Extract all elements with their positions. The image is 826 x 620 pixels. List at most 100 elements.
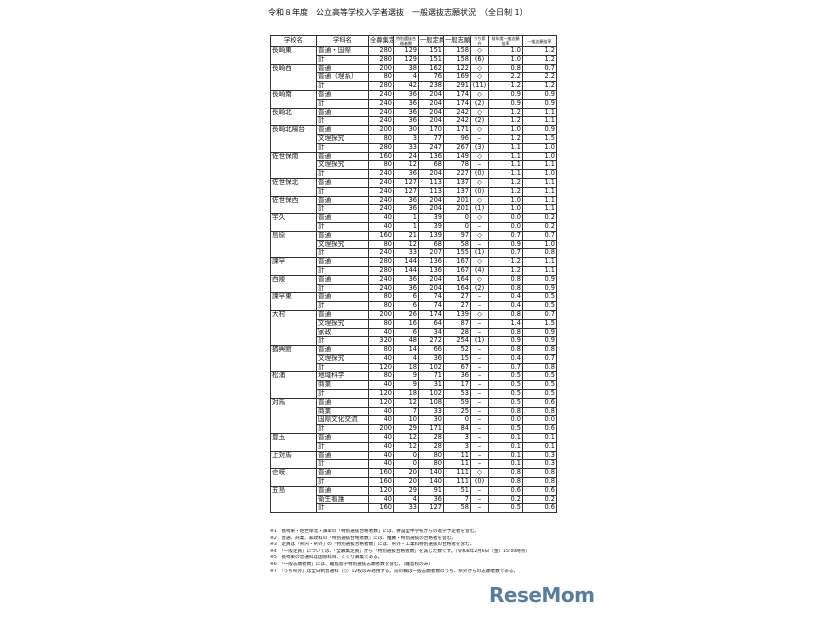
cell: 280: [368, 265, 394, 276]
cell: (3): [470, 142, 489, 153]
cell: 0.8: [488, 468, 523, 479]
cell: 111: [443, 477, 471, 487]
cell: 242: [443, 107, 471, 118]
cell: –: [470, 389, 489, 399]
cell: 0.8: [522, 468, 557, 479]
table-row: 諫早 普通 280 144 136 167 ◇ 1.2 1.1: [270, 257, 557, 276]
footnote: ※3 定員は「県内・県外」の「特別選抜合格者数」には、県外・工業科特別選抜の合格…: [270, 542, 475, 548]
cell: 0.5: [488, 380, 523, 391]
cell: 16: [393, 318, 419, 329]
cell: ◇: [470, 151, 489, 162]
cell: –: [470, 424, 489, 435]
cell: 68: [418, 160, 444, 171]
cell: 0.1: [522, 433, 557, 443]
cell: 240: [368, 169, 394, 179]
school-name: 諫早: [270, 257, 317, 276]
cell: 36: [418, 494, 444, 505]
cell: 1.0: [488, 46, 523, 56]
cell: 120: [368, 485, 394, 496]
cell: 200: [368, 309, 394, 320]
cell: –: [470, 433, 489, 443]
department: 文理探究: [316, 353, 369, 364]
cell: 272: [418, 336, 444, 347]
cell: 0.8: [522, 345, 557, 355]
cell: 67: [443, 362, 471, 373]
cell: 80: [368, 133, 394, 144]
cell: –: [470, 327, 489, 338]
cell: 40: [368, 327, 394, 338]
department: 地域科学: [316, 371, 369, 382]
cell: 167: [443, 265, 471, 276]
cell: 68: [418, 239, 444, 250]
cell: 204: [418, 274, 444, 285]
cell: 201: [443, 195, 471, 206]
school-name: 猶興館: [270, 345, 317, 373]
cell: 1.2: [488, 116, 523, 127]
table-row: 計 280 33 247 267 (3) 1.1 1.0: [271, 142, 557, 153]
cell: 0.9: [522, 336, 557, 347]
cell: –: [470, 292, 489, 303]
cell: 28: [418, 433, 444, 443]
school-name: 佐世保北: [270, 177, 317, 197]
cell: 127: [393, 186, 419, 197]
cell: ◇: [470, 257, 489, 267]
cell: 207: [418, 248, 444, 259]
cell: 74: [418, 301, 444, 311]
cell: 36: [393, 195, 419, 206]
cell: 36: [393, 89, 419, 100]
department: 普通: [316, 177, 369, 188]
cell: 0.5: [522, 389, 557, 399]
cell: ◇: [470, 46, 489, 56]
cell: –: [470, 415, 489, 426]
cell: 144: [393, 257, 419, 267]
cell: 0.0: [488, 221, 523, 232]
department: 計: [316, 169, 369, 179]
cell: 76: [418, 72, 444, 83]
cell: 2.2: [522, 72, 557, 83]
cell: 0.9: [522, 125, 557, 135]
department: 衛生看護: [316, 494, 369, 505]
cell: 158: [443, 54, 471, 65]
department: 普通: [316, 309, 369, 320]
cell: 0.1: [488, 459, 523, 470]
cell: 1.2: [488, 81, 523, 91]
department: 計: [316, 81, 369, 91]
cell: 1.0: [522, 169, 557, 179]
school-name: 諫早東: [270, 292, 317, 311]
cell: 240: [368, 283, 394, 294]
cell: 1.2: [488, 186, 523, 197]
cell: 0.8: [522, 406, 557, 417]
cell: 137: [443, 186, 471, 197]
table-row: 壱岐 普通 160 20 140 111 ◇ 0.8 0.8: [270, 468, 557, 487]
cell: 160: [368, 468, 394, 479]
cell: 12: [393, 441, 419, 452]
cell: 30: [418, 415, 444, 426]
cell: 320: [368, 336, 394, 347]
cell: 204: [418, 283, 444, 294]
cell: 136: [418, 151, 444, 162]
cell: 36: [393, 204, 419, 215]
cell: –: [470, 239, 489, 250]
cell: 80: [368, 371, 394, 382]
footnote: ※4 「一般定員」については、「全募集定員」から「特別選抜合格者数」を減じた数で…: [270, 548, 531, 554]
cell: 1.1: [522, 204, 557, 215]
cell: 102: [418, 362, 444, 373]
cell: 26: [393, 309, 419, 320]
footnote: ※1 長崎東・佐世保北・諫早の「特別選抜合格者数」には、併設型中学校からの進学予…: [270, 529, 479, 534]
cell: 42: [393, 81, 419, 91]
cell: 0.9: [522, 283, 557, 294]
department: 計: [316, 424, 369, 435]
cell: 14: [393, 345, 419, 355]
cell: 242: [443, 116, 471, 127]
cell: 136: [418, 265, 444, 276]
cell: 1.2: [488, 133, 523, 144]
cell: 11: [443, 450, 471, 461]
cell: 0.5: [488, 503, 523, 514]
cell: 0.8: [488, 406, 523, 417]
cell: 12: [393, 160, 419, 171]
table-row: 上対馬 普通 40 0 80 11–0.1 0.3: [270, 450, 557, 470]
department: 普通: [316, 274, 369, 285]
cell: 29: [393, 424, 419, 435]
cell: 238: [418, 81, 444, 91]
cell: 149: [443, 151, 471, 162]
